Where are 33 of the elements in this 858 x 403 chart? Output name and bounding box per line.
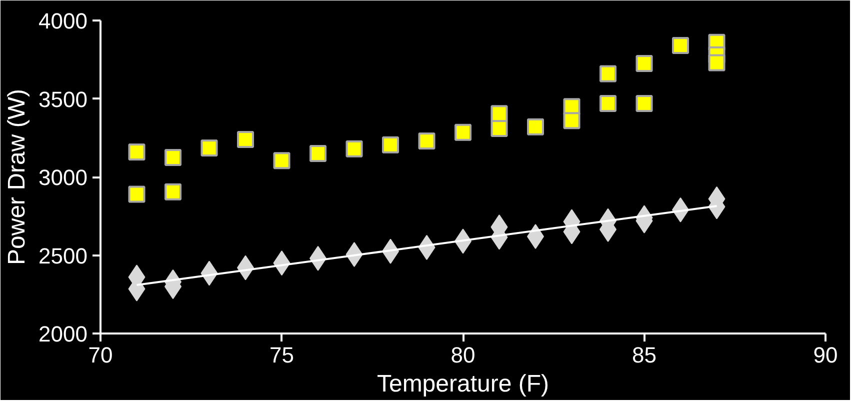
point xyxy=(600,65,616,82)
point xyxy=(164,183,182,200)
point xyxy=(200,140,218,157)
point xyxy=(310,145,326,162)
point xyxy=(672,37,689,54)
x-tick-label: 90 xyxy=(813,342,838,368)
x-tick-label: 80 xyxy=(450,342,476,368)
point xyxy=(164,148,182,166)
point xyxy=(636,94,653,112)
y-tick-label: 3500 xyxy=(38,86,88,112)
x-tick-label: 85 xyxy=(632,342,656,368)
point xyxy=(237,130,254,148)
point xyxy=(128,186,146,203)
point xyxy=(382,136,399,154)
point xyxy=(454,124,472,141)
y-tick-label: 3000 xyxy=(38,165,88,190)
x-axis-title: Temperature (F) xyxy=(376,370,550,398)
y-tick-label: 2000 xyxy=(38,322,88,346)
point xyxy=(273,152,290,170)
point xyxy=(527,118,544,136)
point xyxy=(346,140,363,158)
y-axis-title: Power Draw (W) xyxy=(4,88,31,265)
point xyxy=(636,55,653,72)
point xyxy=(600,94,616,112)
point xyxy=(418,132,436,150)
point xyxy=(563,112,580,130)
x-tick-label: 75 xyxy=(270,342,294,368)
x-tick-label: 70 xyxy=(88,342,113,368)
y-tick-label: 4000 xyxy=(38,8,88,34)
point xyxy=(708,54,726,72)
point xyxy=(128,143,146,160)
point xyxy=(490,120,508,137)
y-tick-label: 2500 xyxy=(38,243,88,268)
